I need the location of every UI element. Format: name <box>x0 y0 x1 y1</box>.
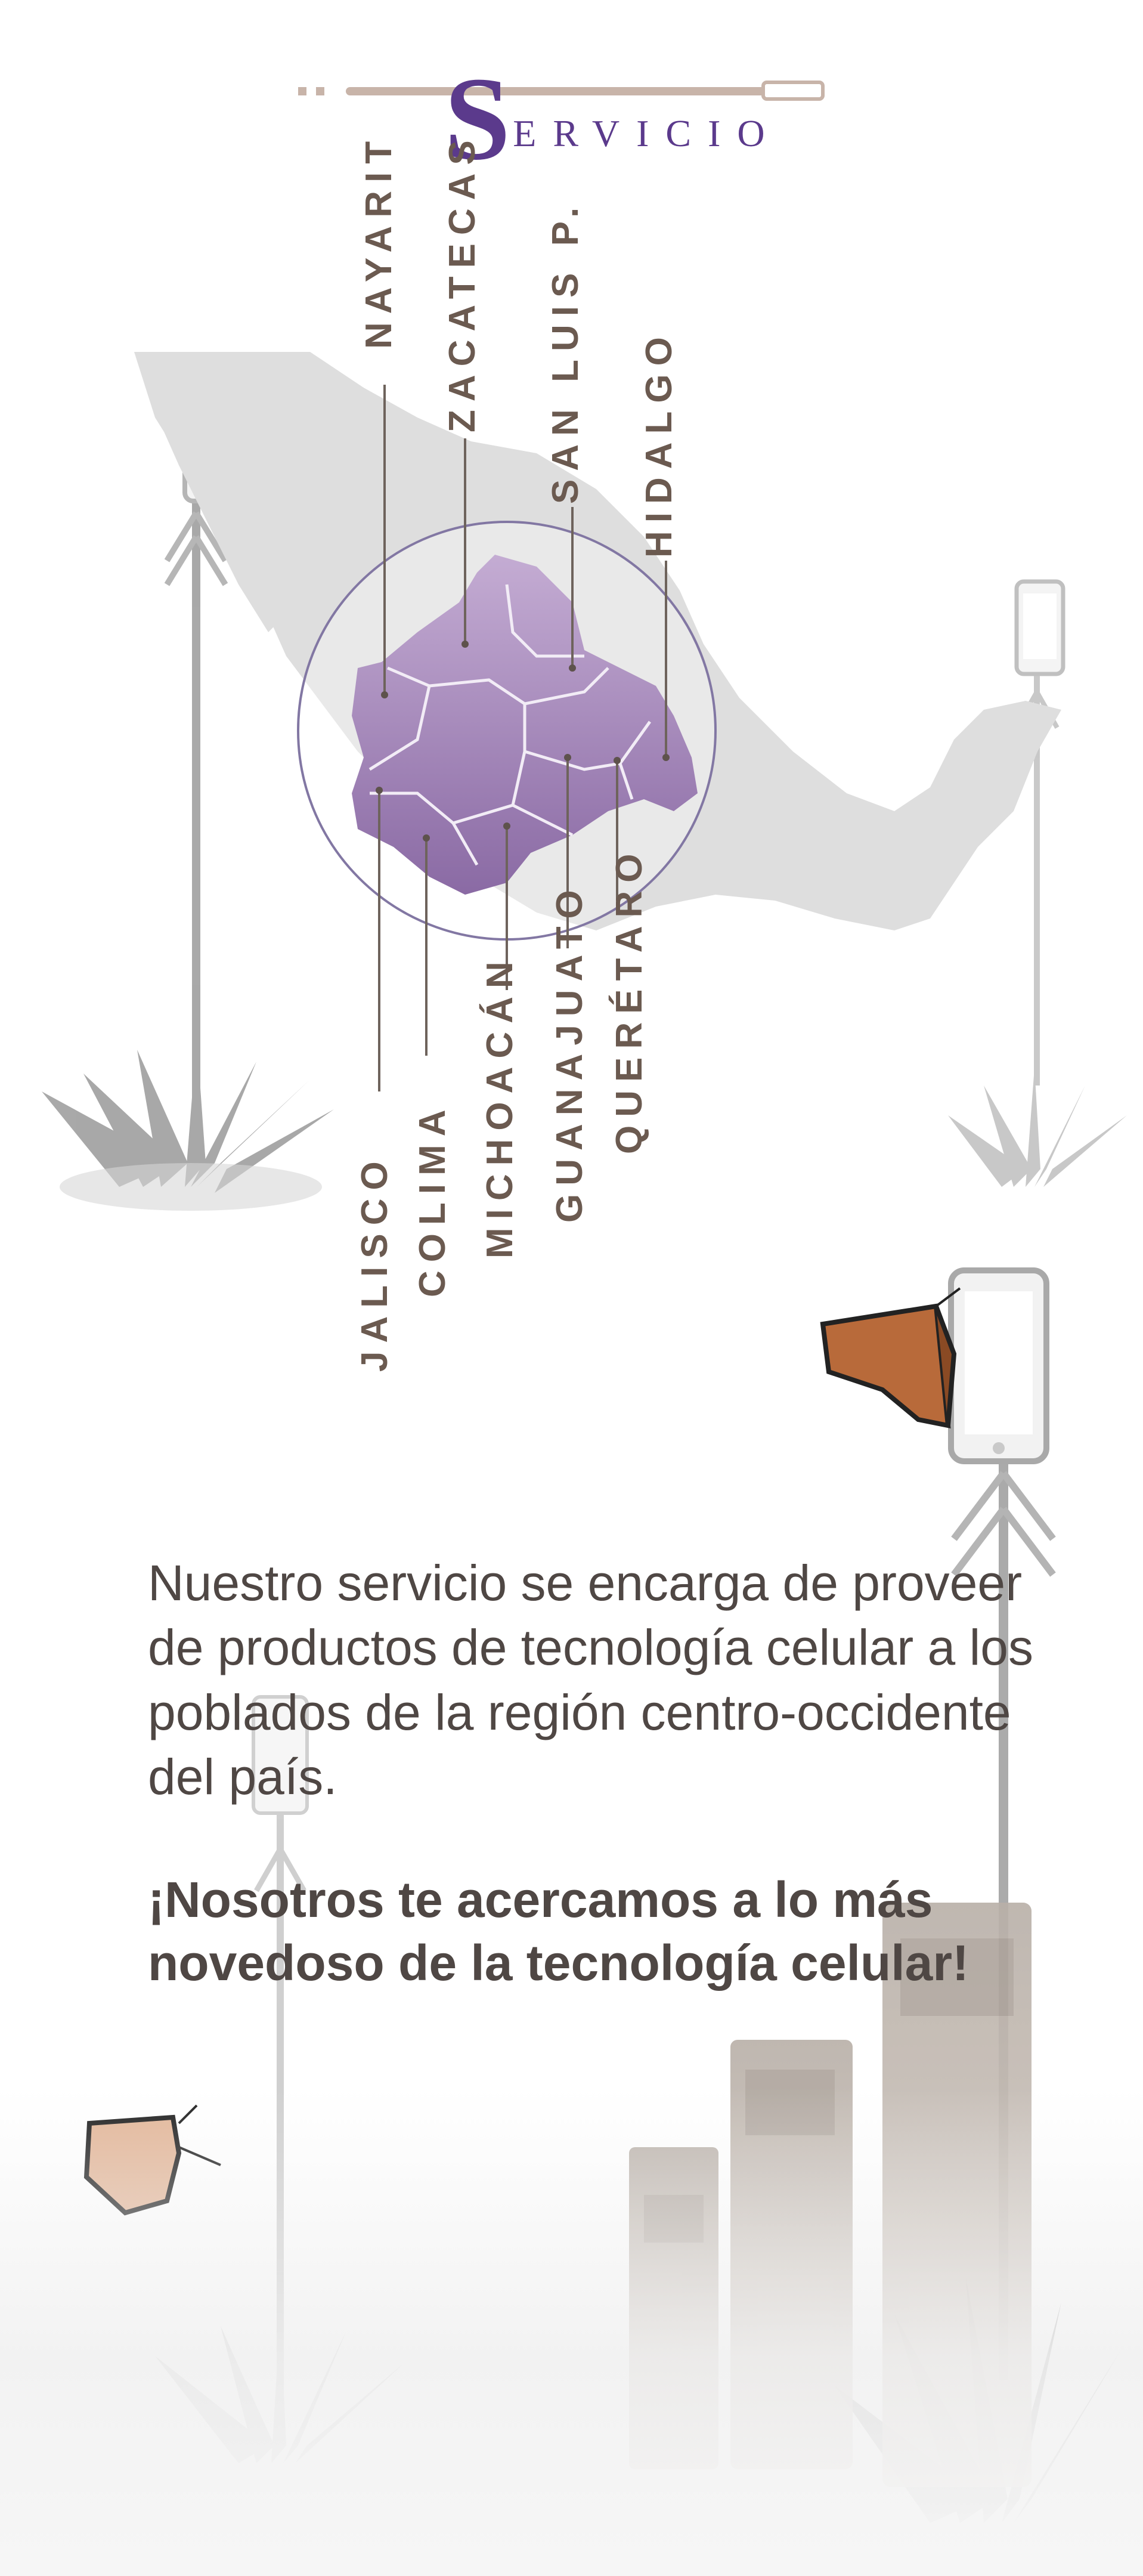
agave-plant-right <box>948 674 1127 1187</box>
phone-right-top <box>1014 579 1065 676</box>
baja-california <box>143 358 280 632</box>
section-title-initial: S <box>444 53 511 185</box>
state-label-hidalgo: HIDALGO <box>639 329 680 558</box>
description-tagline: ¡Nosotros te acercamos a lo más novedoso… <box>148 1872 969 1991</box>
mexico-map <box>134 352 1061 941</box>
section-title-rest: ERVICIO <box>513 112 782 154</box>
state-label-colima: COLIMA <box>412 1101 453 1297</box>
monarch-butterfly-right <box>820 1287 961 1428</box>
label-leaders <box>378 385 667 1091</box>
description-paragraph: Nuestro servicio se encarga de proveer d… <box>148 1555 1033 1805</box>
state-label-queretaro: QUERÉTARO <box>609 845 650 1154</box>
agave-plant-left <box>42 477 334 1211</box>
label-dots <box>376 641 670 842</box>
section-title: SERVICIO <box>444 60 782 179</box>
section-header: SERVICIO <box>0 24 1143 179</box>
state-label-zacatecas: ZACATECAS <box>442 132 483 432</box>
region-borders <box>368 584 652 866</box>
state-label-san-luis-potosi: SAN LUIS P. <box>545 199 586 504</box>
monarch-butterfly-left <box>83 2104 221 2216</box>
service-description: Nuestro servicio se encarga de proveer d… <box>148 1551 1054 1995</box>
state-label-michoacan: MICHOACÁN <box>479 953 521 1258</box>
state-label-guanajuato: GUANAJUATO <box>549 882 590 1223</box>
phone-left-bottom <box>252 1695 309 1815</box>
mexico-outline <box>134 352 1061 930</box>
phone-right-mid <box>948 1267 1049 1464</box>
state-label-jalisco: JALISCO <box>354 1153 395 1372</box>
state-label-nayarit: NAYARIT <box>358 132 399 349</box>
header-rule <box>298 81 825 101</box>
